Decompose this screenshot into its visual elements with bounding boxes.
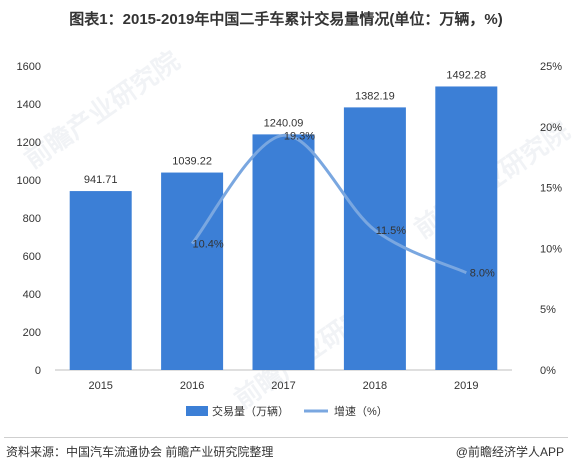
bar-value-label: 1382.19 [355, 90, 395, 102]
left-tick-label: 0 [35, 365, 41, 377]
left-tick-label: 1400 [17, 99, 41, 111]
legend-line-label: 增速（%） [334, 404, 388, 418]
legend-bar-label: 交易量（万辆） [212, 404, 289, 418]
footer-divider [4, 437, 568, 438]
bar [69, 191, 132, 370]
x-tick-label: 2016 [180, 380, 204, 392]
right-tick-label: 5% [540, 304, 556, 316]
left-tick-label: 1600 [17, 61, 41, 73]
combo-chart: 0 200 400 600 800 1000 1200 1400 1600 0% 5% 10% 15% 2… [17, 61, 563, 418]
x-tick-label: 2017 [271, 380, 295, 392]
bar-value-label: 941.71 [84, 174, 118, 186]
left-tick-label: 200 [23, 327, 41, 339]
bar [343, 107, 406, 370]
left-tick-label: 1000 [17, 175, 41, 187]
bar-value-label: 1492.28 [446, 69, 486, 81]
bar [435, 86, 498, 370]
growth-value-label: 11.5% [376, 225, 407, 237]
growth-value-label: 10.4% [192, 239, 223, 251]
left-tick-label: 800 [23, 213, 41, 225]
bar [252, 134, 315, 370]
legend-bar-swatch [186, 406, 208, 416]
left-tick-label: 400 [23, 289, 41, 301]
right-tick-label: 25% [540, 61, 562, 73]
left-tick-label: 1200 [17, 137, 41, 149]
chart-title: 图表1：2015-2019年中国二手车累计交易量情况(单位：万辆，%) [69, 11, 503, 28]
right-tick-label: 0% [540, 365, 556, 377]
right-tick-label: 10% [540, 243, 562, 255]
growth-line [190, 133, 467, 275]
bar [161, 172, 224, 370]
x-tick-label: 2019 [454, 380, 478, 392]
source-note: 资料来源：中国汽车流通协会 前瞻产业研究院整理 [6, 445, 274, 459]
growth-value-label: 8.0% [470, 268, 495, 280]
right-tick-label: 15% [540, 183, 562, 195]
right-tick-label: 20% [540, 122, 562, 134]
brand-credit: @前瞻经济学人APP [455, 445, 564, 459]
x-tick-label: 2015 [88, 380, 112, 392]
bar-value-label: 1240.09 [264, 117, 304, 129]
bar-value-label: 1039.22 [172, 156, 212, 168]
growth-value-label: 19.3% [284, 130, 315, 142]
x-tick-label: 2018 [363, 380, 387, 392]
left-tick-label: 600 [23, 251, 41, 263]
